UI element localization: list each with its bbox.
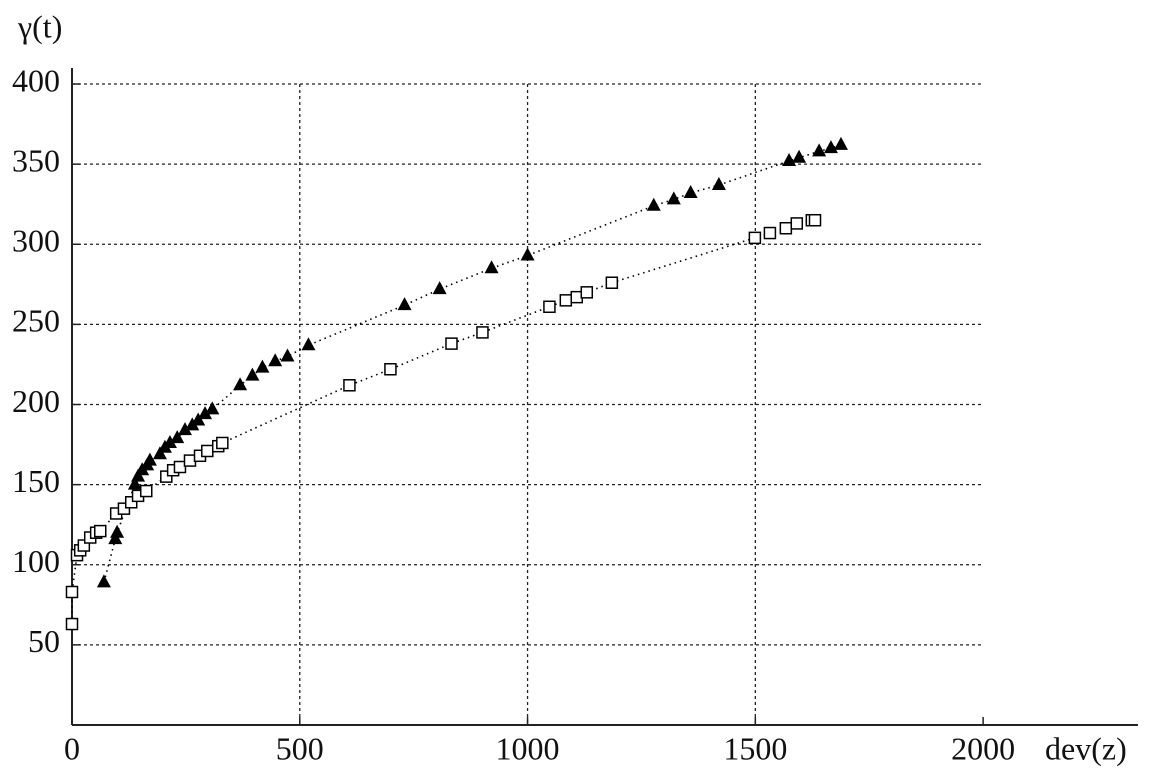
square-point (605, 276, 619, 289)
triangle-point (233, 377, 248, 391)
trend-line (71, 219, 816, 625)
triangle-point (127, 476, 142, 490)
square-point (559, 294, 573, 307)
x-axis-label: dev(z) (1045, 730, 1127, 766)
square-point (445, 337, 458, 350)
square-point (748, 231, 762, 245)
square-point (117, 502, 131, 515)
square-point (476, 326, 489, 339)
triangle-point (142, 452, 157, 466)
triangle-point (268, 353, 283, 367)
y-tick-label: 100 (12, 543, 60, 579)
square-point (201, 444, 214, 458)
triangle-point (812, 143, 827, 157)
square-point (93, 524, 107, 538)
triangle-point (484, 260, 499, 274)
y-tick-label: 250 (12, 303, 60, 339)
y-axis-label: γ(t) (17, 8, 62, 44)
trend-line (103, 144, 842, 583)
triangle-point (397, 297, 412, 311)
triangle-point (170, 430, 185, 444)
y-tick-label: 350 (12, 142, 60, 178)
square-point (140, 484, 153, 498)
triangle-point (110, 524, 125, 538)
triangle-point (162, 434, 177, 448)
square-point (790, 217, 804, 230)
triangle-point (198, 406, 213, 420)
y-tick-label: 50 (28, 623, 60, 659)
square-point (343, 379, 356, 392)
triangle-point (683, 184, 698, 198)
triangle-point (255, 359, 270, 373)
x-tick-label: 2000 (951, 730, 1015, 766)
y-tick-label: 200 (12, 383, 60, 419)
triangle-point (280, 348, 295, 362)
square-point (384, 363, 397, 376)
triangle-point (666, 191, 681, 205)
square-point (543, 300, 556, 314)
square-point (124, 496, 138, 509)
triangle-point (432, 281, 447, 295)
x-tick-label: 0 (64, 730, 80, 766)
y-tick-label: 400 (12, 62, 60, 98)
triangle-point (646, 197, 661, 211)
square-point (65, 617, 79, 631)
triangle-point (833, 136, 848, 150)
x-tick-label: 500 (276, 730, 324, 766)
square-point (173, 460, 187, 474)
square-point (779, 221, 793, 235)
triangle-point (301, 337, 316, 351)
square-point (160, 470, 173, 483)
triangle-point (711, 176, 726, 190)
y-tick-label: 300 (12, 223, 60, 259)
square-point (808, 213, 822, 227)
square-point (216, 436, 229, 450)
square-point (77, 539, 91, 552)
triangle-point (792, 149, 807, 163)
square-point (763, 226, 777, 240)
triangle-point (245, 367, 260, 381)
y-tick-label: 150 (12, 463, 60, 499)
square-point (65, 585, 79, 599)
square-point (580, 286, 594, 299)
triangle-point (520, 247, 535, 261)
x-tick-label: 1000 (496, 730, 560, 766)
x-tick-label: 1500 (723, 730, 787, 766)
triangle-point (177, 422, 192, 436)
triangle-point (205, 401, 220, 415)
triangle-point (96, 574, 111, 588)
